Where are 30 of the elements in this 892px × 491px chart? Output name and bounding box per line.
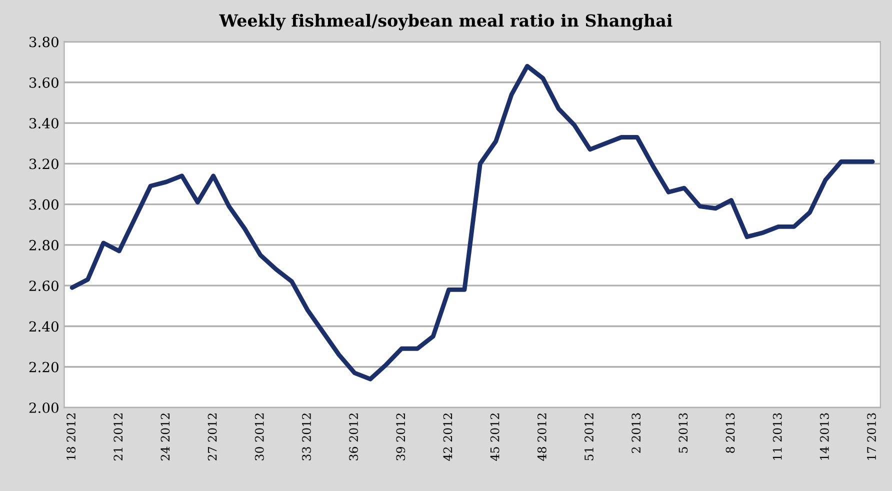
- x-tick-label: 21 2012: [114, 414, 123, 460]
- y-tick-label: 3.80: [29, 36, 58, 48]
- x-tick-label: 2 2013: [632, 413, 641, 453]
- x-tick-label: 36 2012: [349, 414, 358, 460]
- x-tick-label: 17 2013: [867, 413, 876, 460]
- y-tick-label: 2.20: [29, 362, 58, 372]
- line-series: [70, 64, 875, 382]
- x-tick-label: 5 2013: [678, 413, 688, 453]
- y-tick-label: 2.80: [29, 240, 58, 250]
- x-tick-label: 24 2012: [160, 414, 170, 460]
- x-tick-label: 33 2012: [302, 414, 311, 460]
- x-tick-label: 11 2013: [772, 413, 782, 460]
- x-tick-label: 30 2012: [254, 414, 264, 460]
- y-tick-label: 3.40: [29, 118, 58, 128]
- x-tick-label: 51 2012: [584, 414, 594, 460]
- x-tick-label: 27 2012: [208, 414, 217, 460]
- x-tick-label: 39 2012: [396, 414, 406, 460]
- y-tick-label: 3.20: [29, 158, 58, 170]
- chart-title: Weekly fishmeal/soybean meal ratio in Shanghai: [219, 14, 672, 30]
- y-tick-label: 2.00: [29, 402, 58, 414]
- y-tick-label: 2.40: [29, 321, 58, 332]
- x-tick-label: 8 2013: [726, 413, 735, 453]
- x-tick-label: 18 2012: [66, 414, 76, 460]
- x-tick-label: 14 2013: [820, 413, 829, 460]
- x-tick-label: 42 2012: [443, 414, 452, 461]
- x-tick-label: 45 2012: [490, 414, 500, 461]
- y-tick-label: 3.60: [29, 77, 58, 88]
- x-tick-label: 48 2012: [537, 414, 546, 461]
- y-tick-label: 2.60: [29, 280, 58, 292]
- y-tick-label: 3.00: [29, 199, 58, 210]
